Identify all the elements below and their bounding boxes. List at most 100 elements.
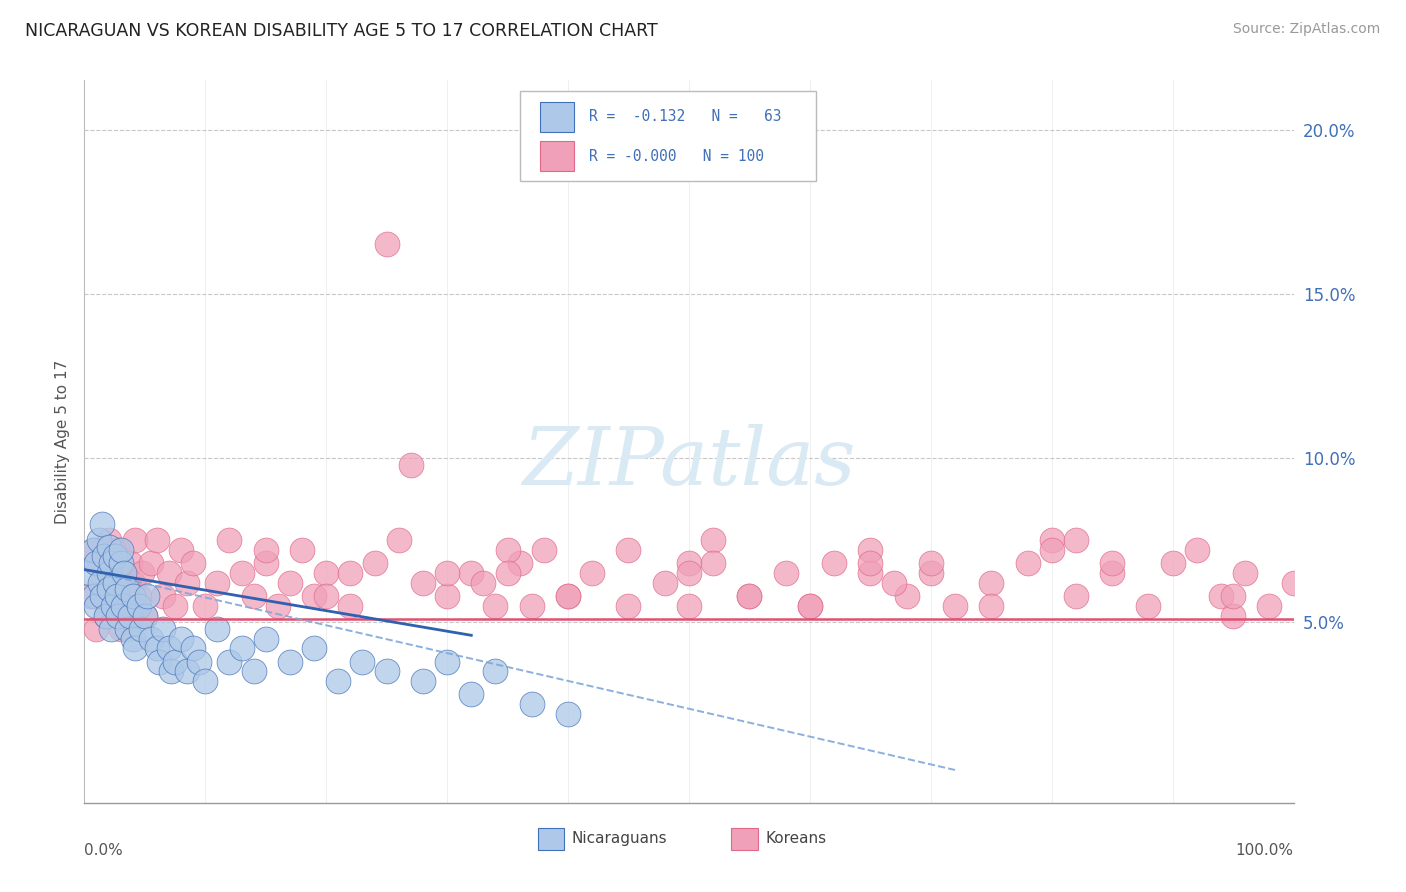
Point <box>738 589 761 603</box>
Point <box>1040 542 1063 557</box>
Point <box>412 674 434 689</box>
Point <box>231 641 253 656</box>
Point <box>278 575 301 590</box>
Point <box>97 540 120 554</box>
Point <box>1185 542 1208 557</box>
Point <box>254 542 277 557</box>
Point <box>375 665 398 679</box>
Point <box>1101 556 1123 570</box>
Point <box>148 655 170 669</box>
Point <box>388 533 411 547</box>
Point <box>1017 556 1039 570</box>
Point <box>242 665 264 679</box>
Point <box>157 641 180 656</box>
Point <box>97 566 120 580</box>
Point <box>104 549 127 564</box>
Point <box>328 674 350 689</box>
Point <box>112 566 135 580</box>
Point <box>131 566 153 580</box>
Point <box>100 556 122 570</box>
Point <box>86 622 108 636</box>
Point <box>115 582 138 597</box>
Point <box>859 542 882 557</box>
Point <box>1137 599 1160 613</box>
Point <box>87 556 110 570</box>
Point <box>136 589 159 603</box>
Point <box>617 599 640 613</box>
Point <box>436 655 458 669</box>
Point <box>139 556 162 570</box>
Point <box>94 608 117 623</box>
Point <box>702 533 724 547</box>
Point <box>302 589 325 603</box>
Point <box>823 556 845 570</box>
Point <box>110 622 132 636</box>
Point <box>484 599 506 613</box>
Point <box>943 599 966 613</box>
Bar <box>540 102 574 132</box>
Point <box>231 566 253 580</box>
Text: Koreans: Koreans <box>765 831 827 847</box>
Point <box>97 582 120 597</box>
Point <box>91 516 114 531</box>
Point <box>152 622 174 636</box>
Point <box>775 566 797 580</box>
Point <box>152 589 174 603</box>
Point <box>339 599 361 613</box>
Point <box>207 622 229 636</box>
Point <box>1064 533 1087 547</box>
Bar <box>731 828 758 850</box>
Point <box>520 599 543 613</box>
Point <box>920 556 942 570</box>
Point <box>1101 566 1123 580</box>
Text: Source: ZipAtlas.com: Source: ZipAtlas.com <box>1233 22 1381 37</box>
Point <box>1282 575 1305 590</box>
Point <box>1040 533 1063 547</box>
Point <box>160 665 183 679</box>
Point <box>97 533 120 547</box>
Point <box>557 589 579 603</box>
FancyBboxPatch shape <box>520 91 815 181</box>
Point <box>291 542 314 557</box>
Point <box>105 589 128 603</box>
Point <box>302 641 325 656</box>
Point <box>352 655 374 669</box>
Point <box>496 542 519 557</box>
Text: ZIPatlas: ZIPatlas <box>522 425 856 502</box>
Point <box>91 575 114 590</box>
Point <box>254 632 277 646</box>
Point <box>139 632 162 646</box>
Bar <box>538 828 564 850</box>
Point <box>91 589 114 603</box>
Point <box>278 655 301 669</box>
Point <box>980 599 1002 613</box>
Point <box>107 542 129 557</box>
Point <box>107 608 129 623</box>
Point <box>242 589 264 603</box>
Point <box>484 665 506 679</box>
Point <box>104 589 127 603</box>
Point <box>112 599 135 613</box>
Point <box>94 608 117 623</box>
Text: R =  -0.132   N =   63: R = -0.132 N = 63 <box>589 110 782 125</box>
Point <box>194 674 217 689</box>
Point <box>104 575 127 590</box>
Point <box>375 237 398 252</box>
Point <box>207 575 229 590</box>
Point <box>134 608 156 623</box>
Point <box>110 556 132 570</box>
Point <box>146 641 169 656</box>
Point <box>128 599 150 613</box>
Point <box>859 566 882 580</box>
Point <box>79 566 101 580</box>
Point <box>181 556 204 570</box>
Point <box>176 575 198 590</box>
Point <box>218 533 240 547</box>
Point <box>678 566 700 580</box>
Point <box>980 575 1002 590</box>
Point <box>315 589 337 603</box>
Point <box>82 542 104 557</box>
Text: 100.0%: 100.0% <box>1236 843 1294 857</box>
Point <box>472 575 495 590</box>
Point <box>702 556 724 570</box>
